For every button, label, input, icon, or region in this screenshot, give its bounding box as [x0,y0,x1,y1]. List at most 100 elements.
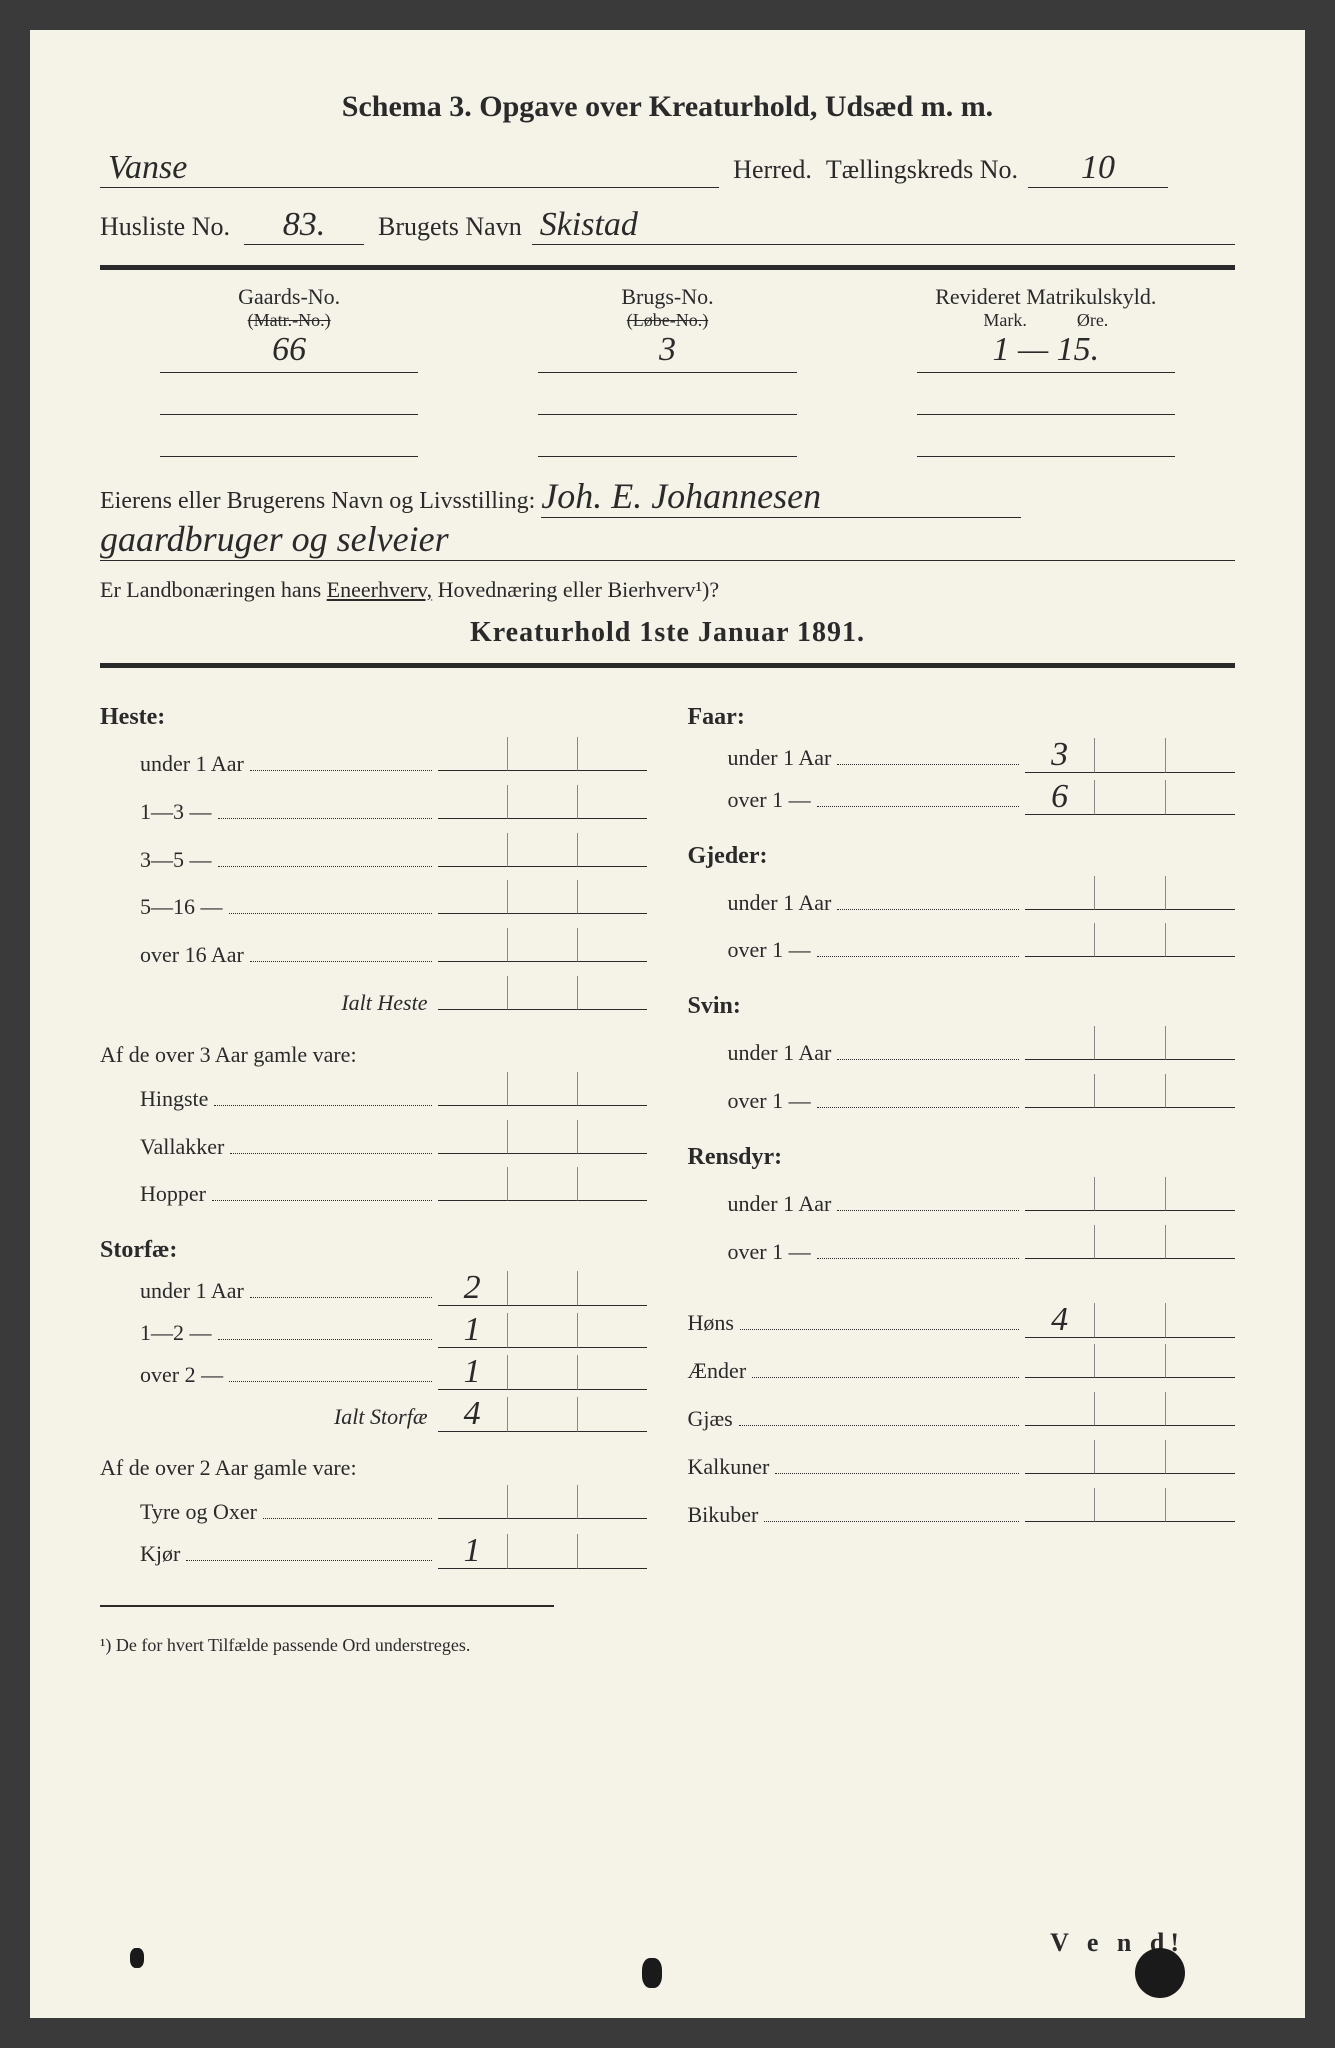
section-label: Svin: [688,993,1236,1020]
dots [263,1518,432,1519]
value-cell [507,880,577,914]
value-cell [1094,1344,1164,1378]
brugs-no-strike: (Løbe-No.) [478,310,856,331]
value-cell [507,1271,577,1306]
section-label: Faar: [688,704,1236,731]
owner-label: Eierens eller Brugerens Navn og Livsstil… [100,488,535,514]
value-cell [507,1313,577,1348]
livestock-columns: Heste:under 1 Aar1—3 —3—5 —5—16 —over 16… [100,682,1235,1575]
census-form-page: Schema 3. Opgave over Kreaturhold, Udsæd… [30,30,1305,2018]
dots [817,1107,1019,1108]
value-cell [577,785,647,819]
value-cell [577,737,647,771]
property-blank-3 [100,415,1235,457]
leader-row: 3—5 — [100,833,648,881]
value-cell [1165,1026,1235,1060]
value-cell [438,1120,507,1154]
section-label: Rensdyr: [688,1144,1236,1171]
value-cell [1094,1177,1164,1211]
value-cell [438,785,507,819]
dots [740,1329,1019,1330]
dots [837,764,1019,765]
herred-value: Vanse [100,149,719,188]
value-cell: 1 [438,1534,507,1569]
leader-row: under 1 Aar [100,737,648,785]
value-cell [577,1397,647,1432]
value-cell [438,928,507,962]
header-row-1: Vanse Herred. Tællingskreds No. 10 [100,149,1235,188]
row-label: Høns [688,1302,734,1344]
value-cell [507,1072,577,1106]
value-cell [1025,1488,1094,1522]
section-label: Heste: [100,704,648,731]
value-cell [577,1271,647,1306]
row-label: under 1 Aar [100,1270,244,1312]
value-cell [507,1485,577,1519]
value-cell [438,833,507,867]
dots [764,1521,1019,1522]
row-label: Gjæs [688,1398,733,1440]
husliste-label: Husliste No. [100,212,230,242]
leader-row: Ænder [688,1344,1236,1392]
value-cell [1094,1074,1164,1108]
value-cell [1094,1488,1164,1522]
matrikul-value: 1 — 15. [917,331,1175,373]
row-label: Ænder [688,1350,747,1392]
dots [775,1473,1019,1474]
value-cell [1165,876,1235,910]
dots [218,1339,432,1340]
gaards-no-label: Gaards-No. [100,284,478,310]
value-cell [507,976,577,1010]
value-cell [1025,1392,1094,1426]
value-cell [1094,738,1164,773]
leader-row: Kjør 1 [100,1533,648,1575]
value-cell [507,1355,577,1390]
value-cell [1094,923,1164,957]
dots [218,818,432,819]
landbo-pre: Er Landbonæringen hans [100,577,321,602]
value-cell: 4 [1025,1303,1094,1338]
row-label: 1—2 — [100,1312,212,1354]
leader-row: Hopper [100,1167,648,1215]
total-row: Ialt Heste [100,976,648,1024]
dots [837,1059,1019,1060]
leader-row: Bikuber [688,1488,1236,1536]
leader-row: Tyre og Oxer [100,1485,648,1533]
matrikul-mark: Mark. [983,310,1027,331]
leader-row: under 1 Aar3 [688,737,1236,779]
dots [214,1105,431,1106]
property-values: 66 3 1 — 15. [100,331,1235,373]
value-cell [1094,876,1164,910]
leader-row: under 1 Aar [688,876,1236,924]
landbo-line: Er Landbonæringen hans Eneerhverv, Hoved… [100,577,1235,603]
owner-block: Eierens eller Brugerens Navn og Livsstil… [100,475,1235,561]
sub-header: Af de over 3 Aar gamle vare: [100,1042,648,1068]
row-label: over 16 Aar [100,934,244,976]
dots [230,1153,431,1154]
value-cell [577,1355,647,1390]
value-cell [1165,738,1235,773]
leader-row: over 1 — [688,1074,1236,1122]
left-column: Heste:under 1 Aar1—3 —3—5 —5—16 —over 16… [100,682,648,1575]
row-label: 5—16 — [100,886,223,928]
row-label: Kalkuner [688,1446,770,1488]
row-label: Hopper [100,1173,206,1215]
value-cell [577,1534,647,1569]
dots [186,1560,431,1561]
row-label: over 2 — [100,1354,223,1396]
leader-row: over 16 Aar [100,928,648,976]
dots [817,1258,1019,1259]
gaards-no-value: 66 [160,331,418,373]
value-cell [438,1072,507,1106]
brugs-no-value: 3 [538,331,796,373]
section-label: Gjeder: [688,843,1236,870]
value-cell [1165,780,1235,815]
value-cell [577,976,647,1010]
landbo-post: Hovednæring eller Bierhverv¹)? [438,577,720,602]
owner-value-2: gaardbruger og selveier [100,518,1235,561]
value-cell [577,928,647,962]
row-label: Kjør [100,1533,180,1575]
row-label: Bikuber [688,1494,759,1536]
right-column: Faar:under 1 Aar3over 1 —6Gjeder:under 1… [688,682,1236,1575]
ink-blot [130,1948,144,1968]
